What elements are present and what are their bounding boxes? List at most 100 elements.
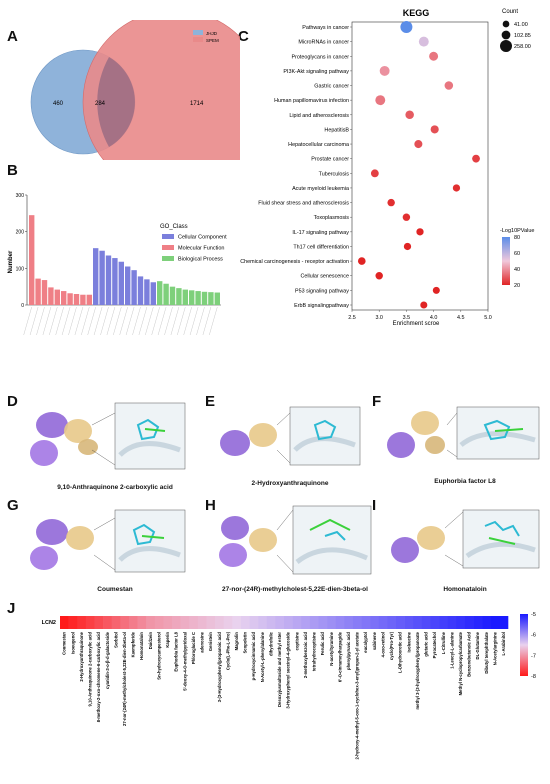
kegg-point <box>387 198 395 207</box>
docking-image-h <box>219 505 372 575</box>
heatmap-column-label: L-Citrulline <box>441 631 446 654</box>
go-xtick-mark <box>49 306 58 336</box>
kegg-size-legend-label: 258.00 <box>514 44 531 50</box>
kegg-xtick-label: 3.0 <box>375 315 383 321</box>
heatmap-column-label: N-Acetyl-L-phenylalanine <box>260 631 265 682</box>
heatmap-column-label: 4-oxo-retinol <box>380 632 385 657</box>
heatmap-column-label: Daidzein <box>148 632 153 650</box>
heatmap-cell <box>240 616 250 629</box>
heatmap-column-label: Desoxyjusmaltoside and methyl ester <box>277 632 282 707</box>
kegg-point <box>444 81 454 90</box>
kegg-color-tick-label: 80 <box>514 235 520 241</box>
go-xtick-mark <box>87 306 96 336</box>
heatmap-cell <box>318 616 328 629</box>
go-bar-chart: Number 0 100 200 300 GO_Class Cellular Comp… <box>8 193 227 336</box>
heatmap-cell <box>482 616 492 629</box>
kegg-category-label: Fluid shear stress and atherosclerosis <box>258 201 349 207</box>
heatmap-cell <box>60 616 69 629</box>
go-xtick-mark <box>29 306 39 336</box>
go-xtick-mark <box>42 306 52 336</box>
heatmap-column-label: Isoeugenol <box>70 632 75 654</box>
heatmap-cell <box>258 616 268 629</box>
heatmap-cell <box>413 616 423 629</box>
go-legend-swatch <box>162 234 174 239</box>
heatmap-column-label: p-Hydroxycinnamic acid <box>251 632 256 681</box>
heatmap-column-label: Dibutyl terephthalate <box>484 631 489 673</box>
go-xtick-mark <box>132 306 141 336</box>
go-bar <box>29 215 35 305</box>
go-bar <box>48 287 54 305</box>
go-xtick-mark <box>177 306 186 336</box>
heatmap-cell <box>94 616 104 629</box>
heatmap-column-label: Sn-hydroxycampesterol <box>156 632 161 680</box>
heatmap-cell <box>352 616 362 629</box>
go-bar <box>150 282 156 305</box>
docking-image-d <box>30 402 186 470</box>
heatmap-column-label: cyanidin-3-o-β-d-galactoside <box>105 631 110 689</box>
heatmap-cell <box>430 616 440 629</box>
go-bar <box>144 279 150 305</box>
go-xtick-mark <box>106 306 116 336</box>
venn-legend-label-spem: SPEM <box>206 38 219 43</box>
panel-label-g: G <box>7 497 19 514</box>
kegg-point <box>420 301 428 309</box>
go-bar <box>189 290 195 305</box>
heatmap-color-tick-label: -8 <box>531 674 536 680</box>
heatmap-cell <box>189 616 199 629</box>
kegg-xlabel: Enrichment scroe <box>393 321 440 327</box>
heatmap-cell <box>387 616 397 629</box>
kegg-category-label: Chemical carcinogenesis - receptor activ… <box>240 259 349 265</box>
kegg-size-legend-label: 41.00 <box>514 22 528 28</box>
venn-count-right: 1714 <box>190 101 204 107</box>
kegg-xtick-label: 2.5 <box>348 315 356 321</box>
go-xtick-mark <box>100 306 109 336</box>
heatmap-cell <box>284 616 293 629</box>
kegg-color-tick-label: 40 <box>514 267 520 273</box>
kegg-plot-frame <box>351 21 489 311</box>
heatmap-cell <box>447 616 457 629</box>
kegg-color-bar <box>502 237 510 285</box>
go-bar <box>61 291 67 305</box>
kegg-xtick-label: 4.0 <box>430 315 438 321</box>
heatmap-column-label: 2-hydroxy-4-methyl-5-oxo-1-cyclohex-3-en… <box>355 631 360 759</box>
heatmap-cell <box>275 616 285 629</box>
heatmap-column-label: Kaempferide <box>131 631 136 657</box>
kegg-point <box>430 125 439 134</box>
heatmap-cell <box>266 616 276 629</box>
kegg-category-label: Prostate cancer <box>311 157 349 163</box>
heatmap-column-label: Coumestan <box>62 632 67 655</box>
heatmap-column-label: L-Dihydroorotic acid <box>398 632 403 673</box>
go-bar <box>86 294 92 305</box>
go-legend-label: Cellular Component <box>178 235 227 241</box>
kegg-category-label: Tuberculosis <box>319 171 350 177</box>
go-xtick-mark <box>61 306 71 336</box>
go-bar <box>176 288 182 305</box>
heatmap-cell <box>249 616 259 629</box>
kegg-color-tick-label: 20 <box>514 283 520 289</box>
heatmap-cell <box>490 616 500 629</box>
go-bar <box>163 283 169 305</box>
caption-d: 9,10-Anthraquinone 2-carboxylic acid <box>57 484 173 491</box>
go-xtick-mark <box>145 306 154 336</box>
heatmap-row-label: LCN2 <box>42 620 56 626</box>
caption-g: Coumestan <box>97 586 133 593</box>
kegg-category-label: ErbB signalingpathway <box>294 303 349 309</box>
go-xtick-mark <box>151 306 160 336</box>
heatmap-column-label: Pyrocatechol <box>432 632 437 658</box>
go-bar <box>54 289 60 305</box>
heatmap-cell <box>68 616 78 629</box>
go-bar <box>214 292 220 305</box>
kegg-dot-plot: KEGG Pathways in cancer MicroRNAs in canc… <box>240 8 534 327</box>
kegg-point <box>452 184 461 192</box>
heatmap-cell <box>197 616 207 629</box>
kegg-category-label: Human papillomavirus infection <box>274 98 349 104</box>
heatmap-column-label: eucalyptol <box>363 632 368 653</box>
go-bar <box>67 293 73 305</box>
heatmap-cell <box>111 616 121 629</box>
heatmap-column-label: 1-Leucyl-L-alanine <box>449 631 454 668</box>
go-xtick-mark <box>170 306 180 336</box>
go-xtick-mark <box>164 306 173 336</box>
go-bar <box>208 292 214 305</box>
heatmap-column-label: N-acetyltyramine <box>329 631 334 665</box>
kegg-category-label: HepatitisB <box>324 127 349 133</box>
